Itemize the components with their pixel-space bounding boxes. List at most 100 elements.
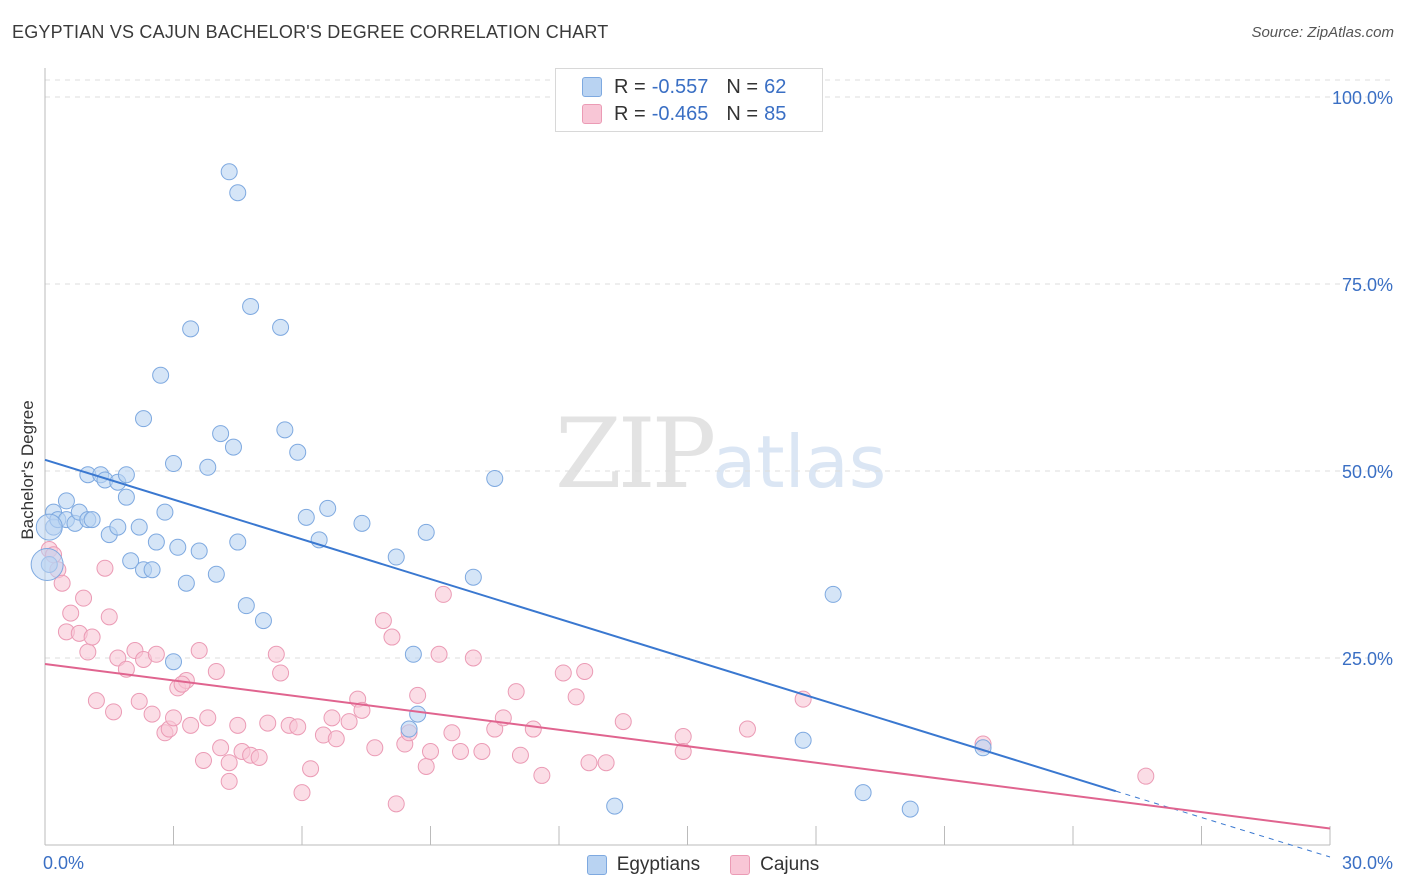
cajuns-legend-label: Cajuns (760, 854, 820, 875)
cajuns-point (576, 662, 594, 680)
egyptians-point (464, 568, 482, 586)
cajuns-point (738, 720, 756, 738)
cajuns-point (96, 559, 114, 577)
cajuns-point (580, 754, 598, 772)
legend-item-egyptians[interactable]: Egyptians (586, 854, 700, 876)
egyptians-point (57, 492, 75, 510)
egyptians-point (824, 585, 842, 603)
cajuns-point (173, 675, 191, 693)
cajuns-point (229, 716, 247, 734)
egyptians-point (254, 612, 272, 630)
egyptians-point (400, 720, 418, 738)
egyptians-point (165, 455, 182, 473)
egyptians-point (319, 499, 337, 517)
y-axis-label: Bachelor's Degree (18, 400, 37, 540)
legend-row-egyptians: R = -0.557 N = 62 (582, 75, 786, 99)
egyptians-point (272, 318, 290, 336)
cajuns-point (430, 645, 448, 663)
egyptians-point (229, 533, 247, 551)
cajuns-point (524, 720, 542, 738)
cajuns-point (199, 709, 217, 727)
cajuns-point (75, 589, 93, 607)
cajuns-point (674, 728, 692, 746)
egyptians-point (606, 797, 624, 815)
egyptians-legend-swatch (586, 855, 607, 875)
cajuns-point (473, 743, 491, 760)
egyptians-point (237, 597, 255, 615)
egyptians-point (854, 784, 872, 802)
cajuns-legend-swatch (730, 855, 751, 875)
egyptians-cluster-point (35, 513, 63, 541)
cajuns-point (259, 714, 277, 732)
cajuns-trend-line (44, 662, 1331, 830)
cajuns-point (409, 686, 427, 704)
cajuns-point (53, 574, 71, 592)
egyptians-trend-line (44, 458, 1117, 793)
egyptians-point (130, 518, 148, 536)
cajuns-point (250, 748, 268, 766)
egyptians-point (794, 731, 812, 749)
cajuns-point (567, 688, 585, 706)
y-tick-label: 75.0% (1342, 275, 1393, 295)
n-value: 62 (764, 75, 787, 98)
cajuns-point (267, 645, 285, 663)
cajuns-point (533, 766, 551, 784)
r-value: -0.557 (651, 75, 709, 98)
egyptians-point (207, 565, 225, 583)
egyptians-point (147, 533, 165, 551)
cajuns-swatch (582, 104, 602, 124)
cajuns-point (190, 642, 208, 660)
cajuns-point (374, 612, 392, 630)
cajuns-point (340, 713, 358, 731)
cajuns-point (1137, 767, 1155, 785)
egyptians-point (177, 574, 195, 592)
cajuns-point (353, 701, 371, 719)
chart-title: EGYPTIAN VS CAJUN BACHELOR'S DEGREE CORR… (12, 22, 609, 42)
cajuns-point (207, 662, 225, 680)
cajuns-point (597, 754, 615, 772)
egyptians-point (199, 458, 217, 476)
n-label: N = (726, 75, 759, 98)
egyptians-point (276, 421, 294, 439)
cajuns-point (464, 649, 482, 667)
x-tick-label: 30.0% (1342, 853, 1393, 873)
egyptians-point (117, 466, 135, 484)
cajuns-point (147, 645, 165, 663)
cajuns-point (220, 754, 238, 772)
cajuns-point (302, 760, 320, 778)
watermark-zip: ZIP (555, 398, 716, 510)
egyptians-trend-extension (1115, 790, 1331, 858)
egyptians-point (109, 518, 127, 536)
cajuns-point (109, 649, 127, 667)
egyptians-point (143, 561, 161, 579)
egyptians-point (117, 488, 135, 506)
y-tick-label: 100.0% (1332, 88, 1393, 108)
r-value: -0.465 (651, 102, 709, 125)
egyptians-swatch (582, 77, 602, 97)
egyptians-point (152, 366, 170, 384)
egyptians-point (83, 511, 101, 529)
egyptians-point (229, 184, 247, 202)
egyptians-point (212, 425, 230, 443)
series-legend: Egyptians Cajuns (0, 852, 1406, 878)
egyptians-point (220, 163, 238, 181)
stats-legend: R = -0.557 N = 62 R = -0.465 N = 85 (555, 68, 823, 132)
cajuns-point (79, 643, 97, 661)
cajuns-point (194, 751, 212, 769)
egyptians-point (135, 410, 153, 428)
egyptians-point (169, 538, 187, 556)
egyptians-point (404, 645, 422, 663)
egyptians-point (156, 503, 174, 521)
x-tick-label: 0.0% (43, 853, 84, 873)
n-value: 85 (764, 102, 787, 125)
cajuns-point (87, 692, 105, 710)
legend-item-cajuns[interactable]: Cajuns (730, 854, 819, 876)
y-tick-label: 50.0% (1342, 462, 1393, 482)
r-label: R = (614, 75, 646, 98)
cajuns-point (614, 713, 632, 731)
cajuns-point (387, 795, 405, 813)
egyptians-point (297, 508, 315, 526)
cajuns-point (182, 716, 200, 734)
egyptians-point (486, 469, 504, 487)
cajuns-point (451, 743, 469, 760)
